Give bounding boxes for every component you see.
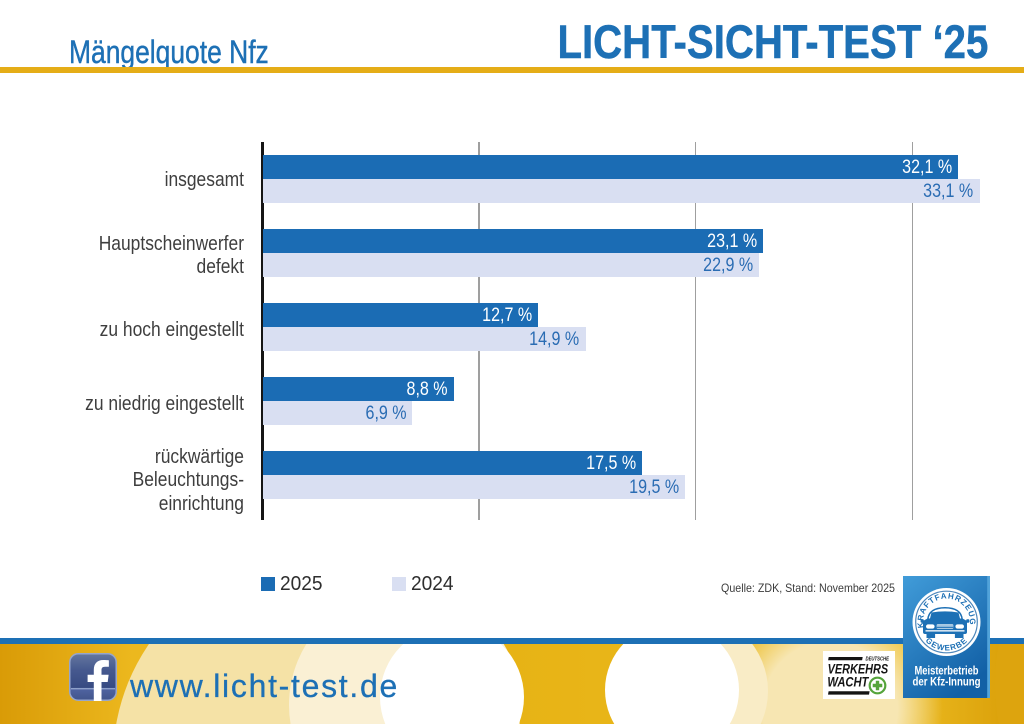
- svg-text:WACHT: WACHT: [827, 674, 869, 689]
- svg-text:Meisterbetrieb: Meisterbetrieb: [915, 666, 979, 678]
- svg-text:VERKEHRS: VERKEHRS: [828, 661, 889, 676]
- svg-text:der Kfz-Innung: der Kfz-Innung: [913, 677, 981, 689]
- svg-text:DEUTSCHE: DEUTSCHE: [866, 656, 890, 662]
